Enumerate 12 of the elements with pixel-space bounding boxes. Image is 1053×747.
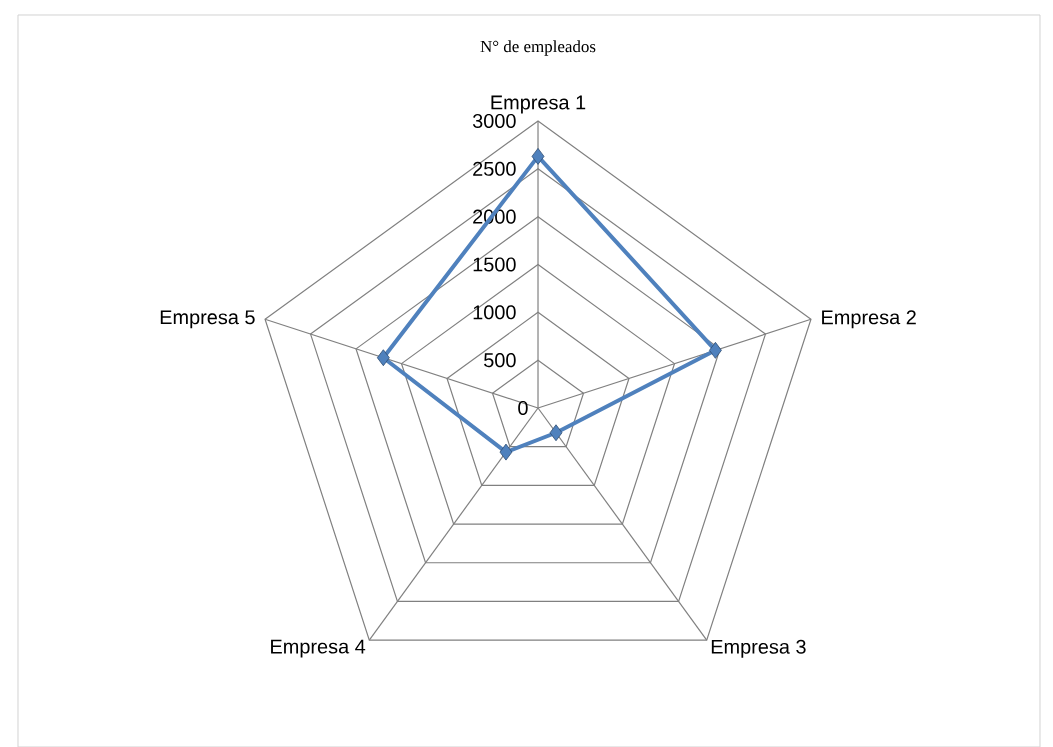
spoke-label: Empresa 4: [271, 639, 366, 658]
spoke-label: Empresa 3: [711, 639, 806, 658]
y-tick-label: 0: [518, 400, 528, 415]
y-tick-label: 1500: [473, 257, 516, 272]
spoke-label: Empresa 5: [160, 310, 255, 328]
y-tick-label: 1000: [473, 305, 516, 320]
y-tick-label: 500: [484, 352, 516, 367]
chart-title: N° de empleados: [480, 40, 596, 56]
spoke-label: Empresa 1: [491, 95, 586, 114]
y-tick-label: 3000: [472, 113, 516, 128]
spoke-label: Empresa 2: [822, 310, 916, 329]
y-tick-label: 2500: [473, 161, 516, 176]
